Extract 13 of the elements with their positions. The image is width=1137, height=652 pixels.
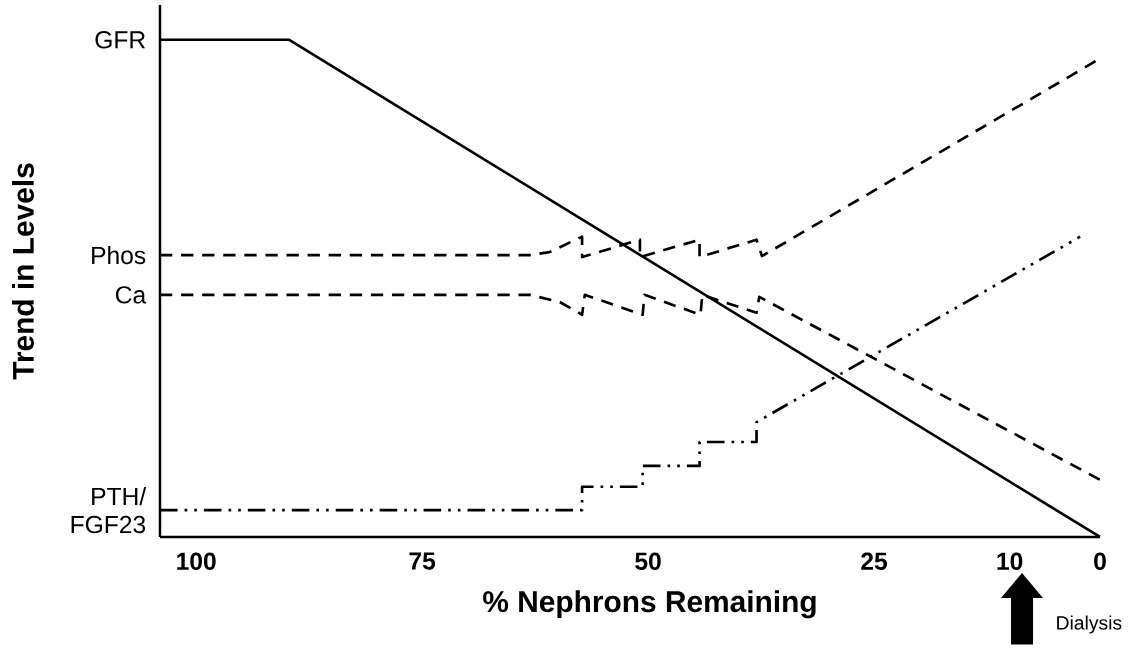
series-label: Phos [92, 246, 146, 265]
x-tick-label: 25 [861, 552, 888, 571]
series-label: Ca [115, 286, 147, 304]
y-axis-title: Trend in Levels [12, 163, 34, 380]
x-tick-label: 100 [177, 552, 216, 571]
x-tick-label: 75 [409, 552, 436, 570]
series-label: PTH/ FGF23 [71, 487, 147, 534]
x-tick-label: 10 [997, 552, 1023, 571]
series-label: GFR [95, 31, 146, 49]
x-axis-title: % Nephrons Remaining [483, 590, 816, 619]
x-tick-label: 50 [635, 552, 661, 571]
text: Dialysis [1057, 615, 1122, 634]
x-tick-label: 0 [1094, 552, 1106, 571]
